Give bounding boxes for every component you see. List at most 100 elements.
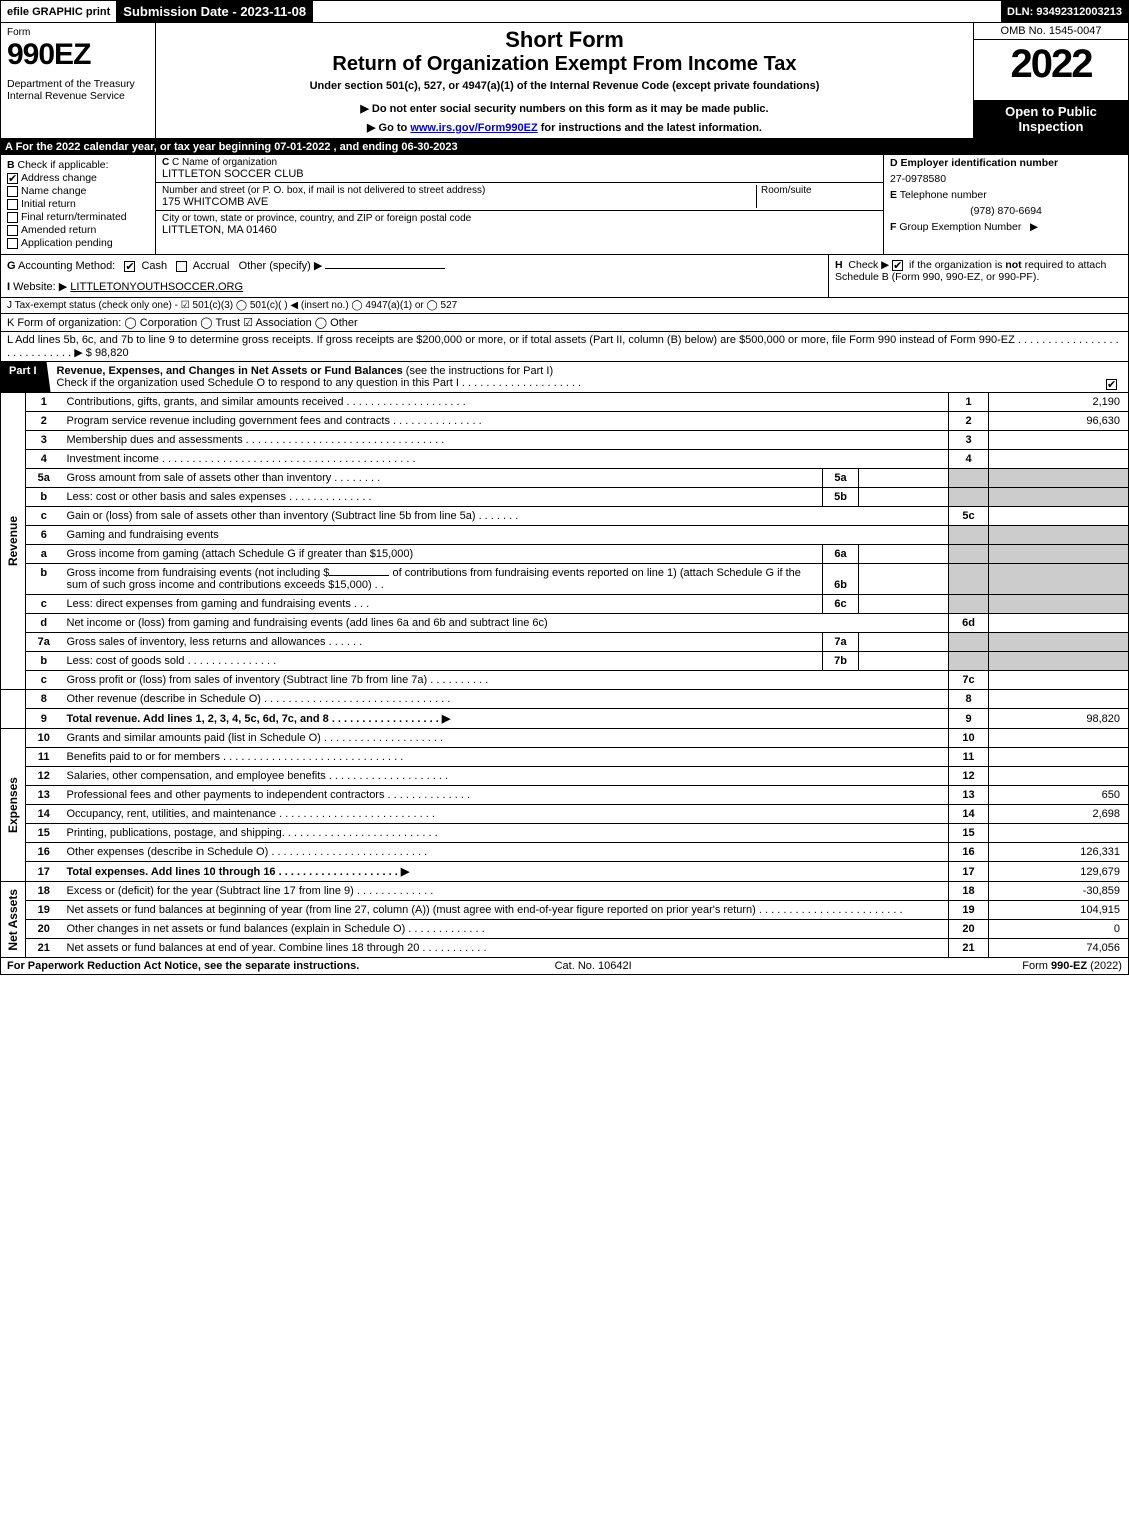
- other-label: Other (specify) ▶: [239, 260, 323, 272]
- line-ref: 5c: [949, 507, 989, 526]
- line-ref: 16: [949, 843, 989, 862]
- line-val: 129,679: [989, 862, 1129, 882]
- line-ref: 14: [949, 805, 989, 824]
- row-l-value: 98,820: [95, 347, 129, 359]
- form-header: Form 990EZ Department of the Treasury In…: [0, 23, 1129, 139]
- check-amended-return[interactable]: Amended return: [7, 224, 149, 236]
- open-to-public: Open to Public Inspection: [974, 100, 1128, 138]
- line-ref: 6d: [949, 614, 989, 633]
- line-2: 2Program service revenue including gover…: [1, 412, 1129, 431]
- line-desc: Gross sales of inventory, less returns a…: [62, 633, 823, 652]
- line-1: Revenue 1 Contributions, gifts, grants, …: [1, 393, 1129, 412]
- line-val: 0: [989, 920, 1129, 939]
- line-desc: Net income or (loss) from gaming and fun…: [62, 614, 949, 633]
- line-ref: 18: [949, 882, 989, 901]
- form-title: Return of Organization Exempt From Incom…: [164, 53, 965, 76]
- line-no: a: [26, 545, 62, 564]
- line-no: 15: [26, 824, 62, 843]
- footer-right-post: (2022): [1087, 960, 1122, 972]
- line-no: 7a: [26, 633, 62, 652]
- check-initial-return[interactable]: Initial return: [7, 198, 149, 210]
- line-ref: [949, 545, 989, 564]
- line-val: 2,698: [989, 805, 1129, 824]
- line-ref: [949, 488, 989, 507]
- line-6b: bGross income from fundraising events (n…: [1, 564, 1129, 595]
- expenses-table: Expenses 10Grants and similar amounts pa…: [0, 729, 1129, 882]
- omb-number: OMB No. 1545-0047: [974, 23, 1128, 40]
- line-desc: Benefits paid to or for members . . . . …: [62, 748, 949, 767]
- line-ref: 19: [949, 901, 989, 920]
- check-address-change[interactable]: Address change: [7, 172, 149, 184]
- footer-right: Form 990-EZ (2022): [1022, 960, 1122, 972]
- check-label: Final return/terminated: [21, 211, 127, 223]
- ein-label: D Employer identification number: [884, 155, 1128, 171]
- line-no: 18: [26, 882, 62, 901]
- line-val: [989, 488, 1129, 507]
- line-ref: [949, 469, 989, 488]
- header-center: Short Form Return of Organization Exempt…: [156, 23, 973, 138]
- line-no: 2: [26, 412, 62, 431]
- line-6d: dNet income or (loss) from gaming and fu…: [1, 614, 1129, 633]
- ein-value: 27-0978580: [884, 171, 1128, 187]
- checkbox-icon: [7, 225, 18, 236]
- footer-left-text: For Paperwork Reduction Act Notice, see …: [7, 960, 359, 972]
- part1-title: Revenue, Expenses, and Changes in Net As…: [51, 362, 1098, 392]
- row-l: L Add lines 5b, 6c, and 7b to line 9 to …: [0, 332, 1129, 362]
- line-no: 19: [26, 901, 62, 920]
- part1-title-sub: (see the instructions for Part I): [406, 365, 553, 377]
- check-label: Application pending: [21, 237, 113, 249]
- part1-title-text: Revenue, Expenses, and Changes in Net As…: [57, 365, 406, 377]
- line-val: [989, 767, 1129, 786]
- line-no: c: [26, 595, 62, 614]
- part1-checkbox[interactable]: [1098, 362, 1128, 392]
- checkbox-icon: [7, 186, 18, 197]
- irs-link[interactable]: www.irs.gov/Form990EZ: [410, 122, 537, 134]
- line-desc: Other changes in net assets or fund bala…: [62, 920, 949, 939]
- line-val: 98,820: [989, 709, 1129, 729]
- line-ref: [949, 652, 989, 671]
- tax-year: 2022: [974, 40, 1128, 100]
- website-value[interactable]: LITTLETONYOUTHSOCCER.ORG: [70, 281, 243, 293]
- line-ref: 2: [949, 412, 989, 431]
- line-ref: 17: [949, 862, 989, 882]
- line-6: 6Gaming and fundraising events: [1, 526, 1129, 545]
- line-desc: Less: cost of goods sold . . . . . . . .…: [62, 652, 823, 671]
- line-7a: 7aGross sales of inventory, less returns…: [1, 633, 1129, 652]
- line-val: [989, 671, 1129, 690]
- efile-label[interactable]: efile GRAPHIC print: [1, 1, 117, 22]
- line-no: c: [26, 671, 62, 690]
- org-name: LITTLETON SOCCER CLUB: [162, 168, 877, 180]
- sidebar-netassets: Net Assets: [1, 882, 26, 958]
- check-application-pending[interactable]: Application pending: [7, 237, 149, 249]
- line-val: 2,190: [989, 393, 1129, 412]
- line-10: Expenses 10Grants and similar amounts pa…: [1, 729, 1129, 748]
- row-a-tax-year: A For the 2022 calendar year, or tax yea…: [0, 139, 1129, 155]
- sidebar-revenue: Revenue: [1, 393, 26, 690]
- line-no: 11: [26, 748, 62, 767]
- org-info-block: B Check if applicable: Address change Na…: [0, 155, 1129, 255]
- line-val: [989, 450, 1129, 469]
- line-ref: 12: [949, 767, 989, 786]
- line-desc: Gross income from fundraising events (no…: [62, 564, 823, 595]
- mini-val: [859, 652, 949, 671]
- line-9: 9Total revenue. Add lines 1, 2, 3, 4, 5c…: [1, 709, 1129, 729]
- line-desc: Net assets or fund balances at end of ye…: [62, 939, 949, 958]
- accrual-label: Accrual: [193, 260, 230, 272]
- row-l-text: L Add lines 5b, 6c, and 7b to line 9 to …: [7, 334, 1119, 359]
- check-final-return[interactable]: Final return/terminated: [7, 211, 149, 223]
- line-val: 650: [989, 786, 1129, 805]
- line-desc: Gain or (loss) from sale of assets other…: [62, 507, 949, 526]
- line-val: [989, 595, 1129, 614]
- line-18: Net Assets 18Excess or (deficit) for the…: [1, 882, 1129, 901]
- footer-left: For Paperwork Reduction Act Notice, see …: [7, 960, 359, 972]
- check-name-change[interactable]: Name change: [7, 185, 149, 197]
- mini-val: [859, 595, 949, 614]
- tel-label: E Telephone number: [884, 187, 1128, 203]
- line-val: [989, 729, 1129, 748]
- line-13: 13Professional fees and other payments t…: [1, 786, 1129, 805]
- desc-part1: Gross income from fundraising events (no…: [67, 567, 330, 579]
- sidebar-label: Net Assets: [6, 889, 20, 951]
- line-ref: 13: [949, 786, 989, 805]
- mini-ref: 7a: [823, 633, 859, 652]
- line-desc: Gross profit or (loss) from sales of inv…: [62, 671, 949, 690]
